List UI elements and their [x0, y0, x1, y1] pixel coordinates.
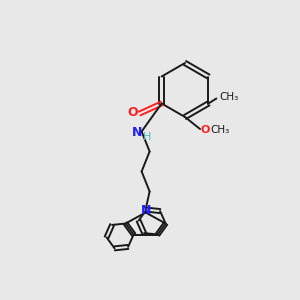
Text: CH₃: CH₃: [210, 125, 230, 135]
Text: N: N: [131, 126, 142, 139]
Text: H: H: [142, 131, 151, 142]
Text: O: O: [127, 106, 138, 119]
Text: N: N: [140, 204, 151, 217]
Text: CH₃: CH₃: [220, 92, 239, 103]
Text: O: O: [200, 125, 210, 135]
